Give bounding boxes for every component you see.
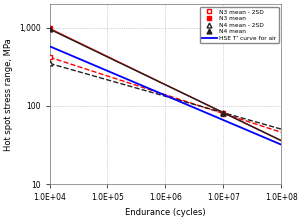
Legend: N3 mean - 2SD, N3 mean, N4 mean - 2SD, N4 mean, HSE T' curve for air: N3 mean - 2SD, N3 mean, N4 mean - 2SD, N… [200,7,278,43]
Y-axis label: Hot spot stress range, MPa: Hot spot stress range, MPa [4,38,13,151]
Line: N4 mean: N4 mean [47,27,226,115]
N4 mean [222,111,225,114]
HSE T' curve for air [48,45,52,48]
Line: N4 mean - 2SD: N4 mean - 2SD [47,61,226,115]
HSE T' curve for air [185,103,189,106]
HSE T' curve for air [48,45,51,48]
N4 mean [48,28,51,30]
HSE T' curve for air [190,105,193,108]
X-axis label: Endurance (cycles): Endurance (cycles) [125,208,206,217]
HSE T' curve for air [280,143,283,146]
HSE T' curve for air [243,128,247,131]
N3 mean [48,27,51,30]
N4 mean - 2SD [222,111,225,114]
Line: N3 mean - 2SD: N3 mean - 2SD [47,55,226,116]
Line: N3 mean: N3 mean [47,26,226,115]
N3 mean - 2SD [48,56,51,59]
N3 mean - 2SD [222,112,225,115]
HSE T' curve for air [258,134,262,137]
HSE T' curve for air [186,104,189,106]
N3 mean [222,111,225,114]
Line: HSE T' curve for air: HSE T' curve for air [50,46,281,145]
N4 mean - 2SD [48,62,51,65]
